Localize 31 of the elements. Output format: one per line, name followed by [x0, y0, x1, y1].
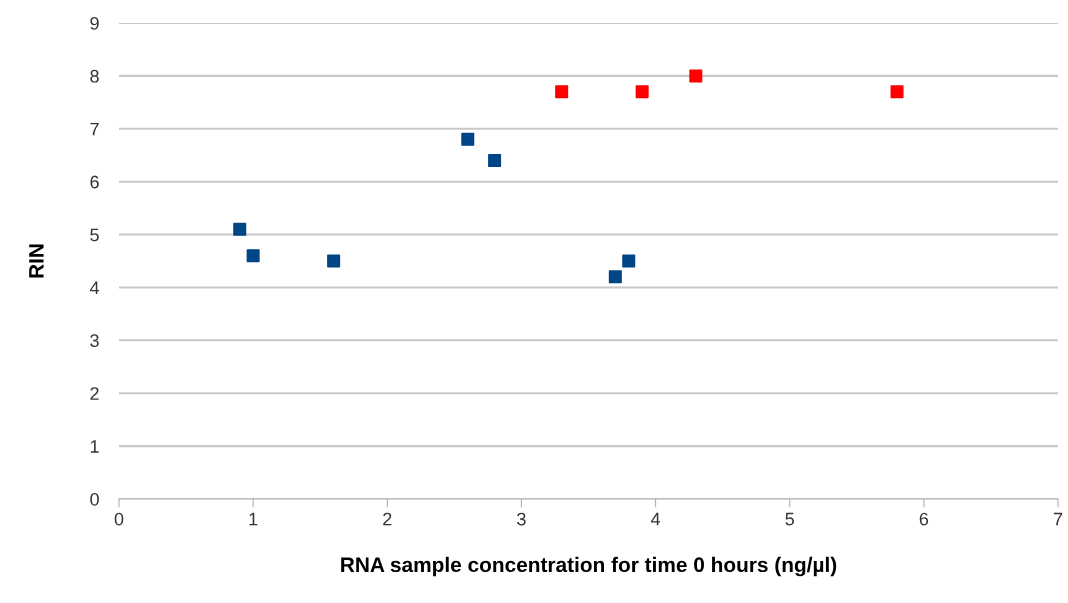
y-tick-label: 8 — [90, 69, 99, 83]
y-tick-label: 3 — [90, 334, 99, 348]
x-axis-title: RNA sample concentration for time 0 hours (ng/µl) — [341, 556, 837, 577]
x-tick-label: 4 — [650, 512, 661, 526]
x-tick-label: 2 — [383, 512, 392, 526]
x-tick-label: 6 — [919, 512, 929, 526]
y-tick-label: 7 — [90, 122, 99, 136]
point — [608, 270, 622, 284]
x-tick-label: 3 — [517, 512, 526, 526]
point — [890, 85, 904, 99]
y-tick-label: 5 — [90, 228, 99, 242]
y-tick-label: 4 — [89, 281, 100, 294]
y-tick-label: 6 — [90, 175, 99, 189]
point — [233, 222, 247, 236]
y-axis-title: RIN — [29, 244, 44, 278]
point — [689, 69, 703, 83]
x-tick-label: 7 — [1053, 512, 1063, 526]
point — [622, 254, 636, 268]
y-tick-label: 1 — [90, 440, 99, 453]
x-tick-label: 1 — [249, 512, 258, 526]
point — [635, 85, 649, 99]
y-tick-label: 0 — [90, 492, 99, 506]
x-tick-label: 0 — [114, 512, 124, 526]
point — [555, 85, 569, 99]
y-tick-label: 2 — [90, 387, 99, 400]
point — [327, 254, 341, 268]
x-tick-label: 5 — [785, 512, 794, 526]
y-tick-label: 9 — [90, 16, 99, 30]
point — [461, 132, 475, 146]
point — [488, 154, 502, 168]
point — [246, 249, 260, 263]
